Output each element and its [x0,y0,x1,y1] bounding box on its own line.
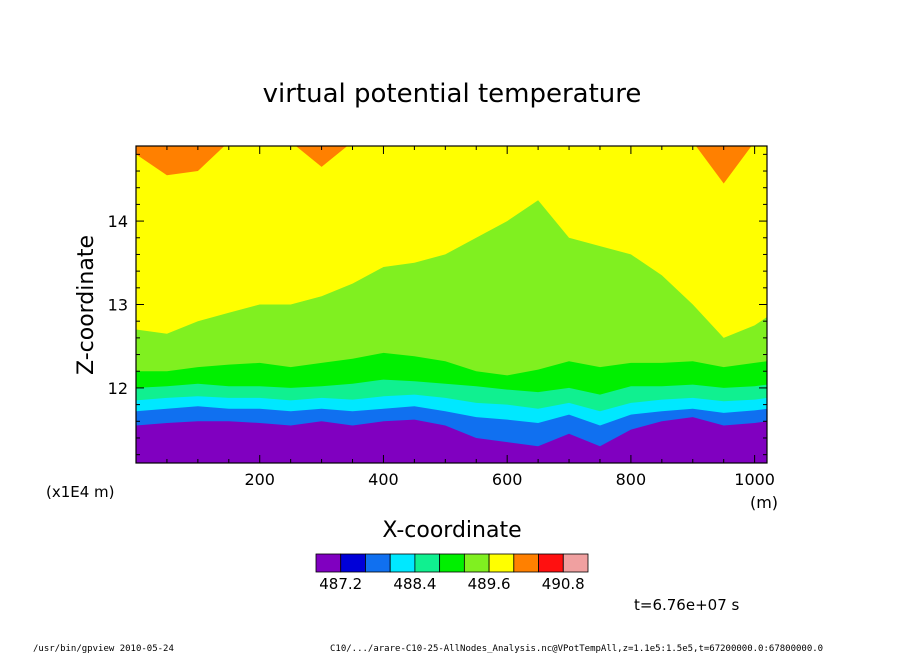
colorbar-swatch-3 [389,553,416,573]
footer-source: C10/.../arare-C10-25-AllNodes_Analysis.n… [330,644,823,654]
x-tick-label-3: 800 [616,470,647,489]
colorbar-swatch-9 [538,553,564,573]
colorbar-swatch-8 [513,553,539,573]
x-axis-label: X-coordinate [382,518,521,543]
x-tick-label-0: 200 [244,470,275,489]
time-label: t=6.76e+07 s [634,596,740,614]
colorbar-swatch-6 [463,553,490,573]
contour-bands [136,146,767,447]
colorbar-labels: 487.2 488.4 489.6 490.8 [319,575,584,593]
plot-area [135,145,768,464]
contour-band-6 [136,146,767,184]
colorbar-label-3: 490.8 [542,575,585,593]
footer-command: /usr/bin/gpview 2010-05-24 [33,644,174,654]
x-axis-ticks: 200 400 600 800 1000 [166,146,775,489]
x-tick-label-4: 1000 [734,470,775,489]
colorbar-swatch-2 [365,553,391,573]
colorbar-swatch-0 [315,553,342,573]
contour-band-5 [136,146,767,338]
colorbar-label-2: 489.6 [468,575,511,593]
y-axis-scale-label: (x1E4 m) [46,483,115,501]
y-tick-label-2: 14 [108,212,128,231]
x-tick-label-1: 400 [368,470,399,489]
x-tick-label-2: 600 [492,470,523,489]
chart-title: virtual potential temperature [263,79,642,109]
colorbar-label-1: 488.4 [393,575,436,593]
y-axis-ticks: 12 13 14 [108,153,767,456]
colorbar-swatch-10 [562,553,589,573]
colorbar-swatch-1 [340,553,366,573]
colorbar [315,553,589,573]
colorbar-label-0: 487.2 [319,575,362,593]
colorbar-swatch-5 [439,553,465,573]
y-axis-label: Z-coordinate [74,235,99,375]
colorbar-swatch-4 [414,553,441,573]
colorbar-swatch-7 [488,553,515,573]
y-tick-label-1: 13 [108,296,128,315]
y-tick-label-0: 12 [108,379,128,398]
x-axis-unit: (m) [750,493,778,512]
